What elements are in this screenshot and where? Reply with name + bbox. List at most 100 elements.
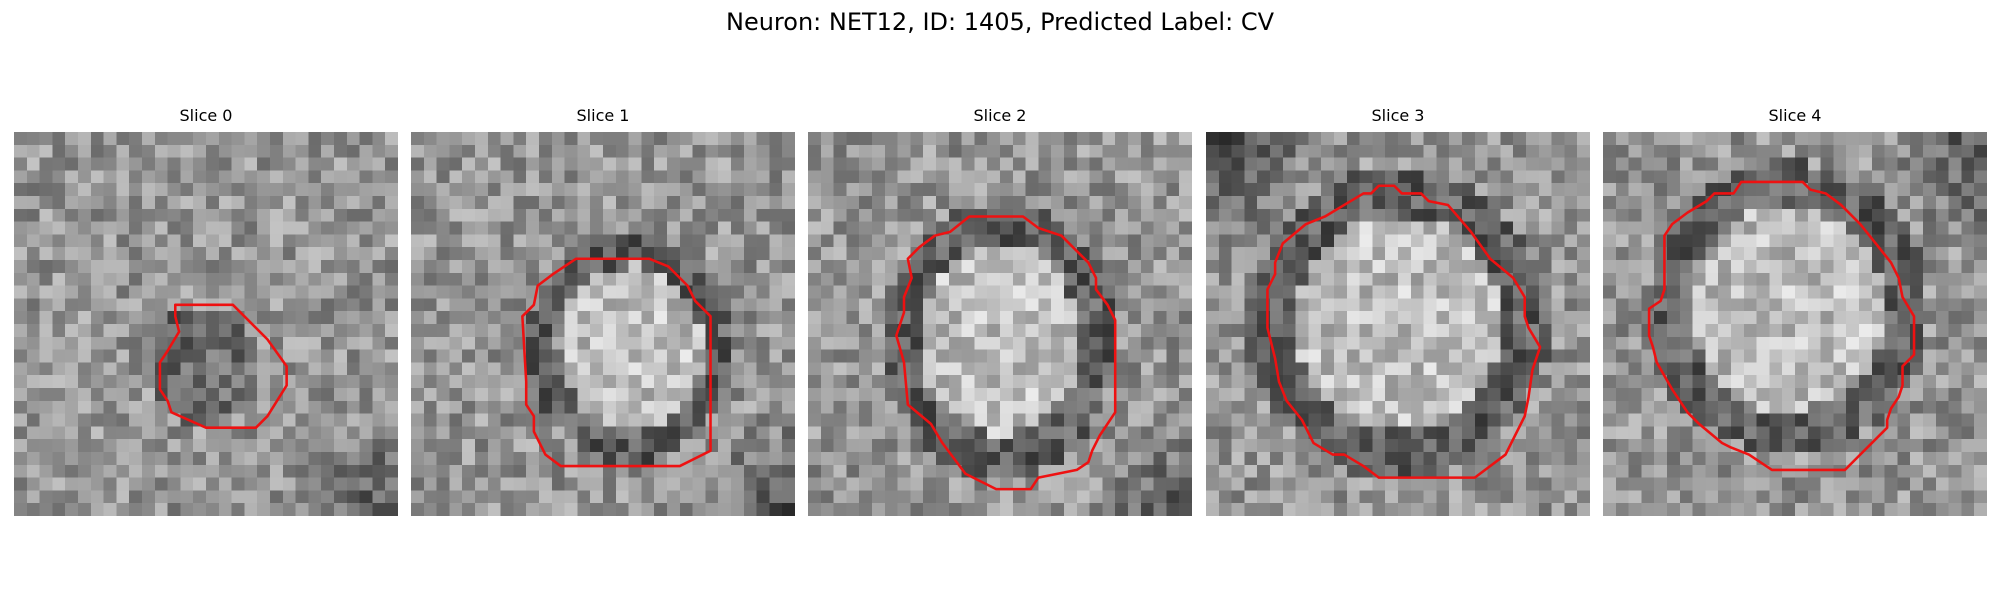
image-pixel	[1218, 388, 1232, 402]
image-pixel	[1705, 208, 1719, 222]
image-pixel	[1679, 362, 1693, 376]
image-pixel	[449, 413, 463, 427]
image-pixel	[526, 362, 540, 376]
image-pixel	[1102, 336, 1116, 350]
image-pixel	[718, 285, 732, 299]
image-pixel	[372, 285, 386, 299]
image-pixel	[1923, 285, 1937, 299]
image-pixel	[1244, 132, 1258, 146]
image-pixel	[577, 221, 591, 235]
image-pixel	[500, 349, 514, 363]
image-pixel	[1641, 260, 1655, 274]
image-pixel	[436, 311, 450, 325]
image-pixel	[334, 208, 348, 222]
image-pixel	[1641, 439, 1655, 453]
image-pixel	[1372, 157, 1386, 171]
image-pixel	[1654, 170, 1668, 184]
image-pixel	[1012, 388, 1026, 402]
image-pixel	[1231, 375, 1245, 389]
image-pixel	[1308, 375, 1322, 389]
image-pixel	[1295, 170, 1309, 184]
image-pixel	[1012, 285, 1026, 299]
image-pixel	[1257, 490, 1271, 504]
image-pixel	[1910, 336, 1924, 350]
image-pixel	[654, 208, 668, 222]
image-pixel	[218, 375, 232, 389]
image-pixel	[1487, 490, 1501, 504]
image-pixel	[1833, 272, 1847, 286]
image-pixel	[1948, 170, 1962, 184]
image-pixel	[679, 247, 693, 261]
image-pixel	[1884, 464, 1898, 478]
image-pixel	[487, 298, 501, 312]
image-pixel	[1179, 196, 1192, 210]
image-pixel	[718, 272, 732, 286]
image-pixel	[1948, 362, 1962, 376]
image-pixel	[1859, 247, 1873, 261]
image-pixel	[372, 439, 386, 453]
image-pixel	[987, 196, 1001, 210]
image-pixel	[1628, 144, 1642, 158]
image-pixel	[1615, 400, 1629, 414]
image-pixel	[346, 349, 360, 363]
image-pixel	[411, 234, 425, 248]
slice-image-0	[14, 132, 398, 516]
image-pixel	[1654, 477, 1668, 491]
image-pixel	[718, 413, 732, 427]
image-pixel	[539, 208, 553, 222]
image-pixel	[1346, 413, 1360, 427]
image-pixel	[423, 439, 437, 453]
image-pixel	[1153, 426, 1167, 440]
image-pixel	[743, 439, 757, 453]
image-pixel	[705, 477, 719, 491]
image-pixel	[1756, 400, 1770, 414]
image-pixel	[1884, 157, 1898, 171]
image-pixel	[1334, 349, 1348, 363]
image-pixel	[26, 285, 40, 299]
image-pixel	[1513, 260, 1527, 274]
image-pixel	[1282, 452, 1296, 466]
image-pixel	[231, 247, 245, 261]
image-pixel	[577, 503, 591, 516]
image-pixel	[1115, 426, 1129, 440]
image-pixel	[564, 375, 578, 389]
image-pixel	[1615, 349, 1629, 363]
image-pixel	[1487, 324, 1501, 338]
image-pixel	[14, 157, 28, 171]
image-pixel	[1346, 439, 1360, 453]
image-pixel	[1923, 144, 1937, 158]
image-pixel	[1436, 285, 1450, 299]
image-pixel	[1153, 324, 1167, 338]
image-pixel	[52, 170, 66, 184]
image-pixel	[1935, 247, 1949, 261]
image-pixel	[321, 272, 335, 286]
image-pixel	[897, 464, 911, 478]
image-pixel	[346, 452, 360, 466]
image-pixel	[1961, 157, 1975, 171]
image-pixel	[1321, 157, 1335, 171]
image-pixel	[641, 208, 655, 222]
image-pixel	[295, 144, 309, 158]
image-pixel	[372, 324, 386, 338]
image-pixel	[577, 413, 591, 427]
image-pixel	[1423, 247, 1437, 261]
image-pixel	[1051, 503, 1065, 516]
image-pixel	[1923, 183, 1937, 197]
image-pixel	[1859, 490, 1873, 504]
image-pixel	[820, 272, 834, 286]
image-pixel	[282, 208, 296, 222]
image-pixel	[577, 272, 591, 286]
image-pixel	[1641, 247, 1655, 261]
image-pixel	[872, 413, 886, 427]
image-pixel	[987, 490, 1001, 504]
image-pixel	[1833, 298, 1847, 312]
image-pixel	[1064, 324, 1078, 338]
image-pixel	[167, 247, 181, 261]
image-pixel	[1654, 490, 1668, 504]
image-pixel	[1641, 132, 1655, 146]
image-pixel	[1513, 503, 1527, 516]
image-pixel	[270, 157, 284, 171]
image-pixel	[590, 375, 604, 389]
image-pixel	[346, 234, 360, 248]
image-pixel	[346, 208, 360, 222]
